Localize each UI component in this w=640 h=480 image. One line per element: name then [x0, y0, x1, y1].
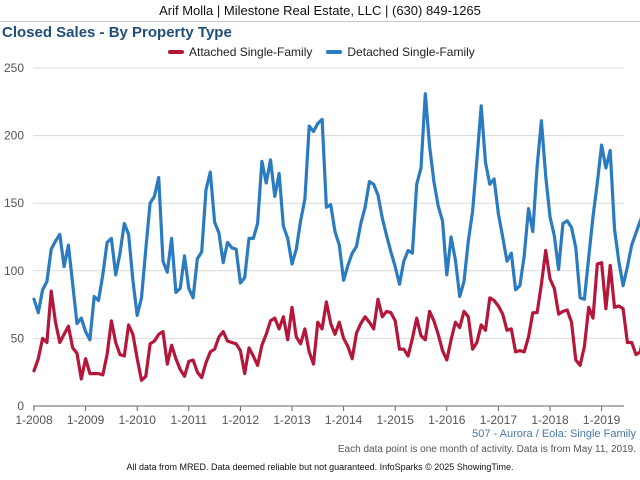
x-tick-label: 1-2014: [325, 413, 363, 427]
y-tick-label: 250: [4, 61, 24, 75]
series-line-attached: [32, 248, 640, 382]
y-tick-label: 0: [17, 399, 24, 413]
x-tick-label: 1-2019: [583, 413, 621, 427]
x-tick-label: 1-2009: [67, 413, 105, 427]
legend-swatch-detached: [326, 50, 343, 54]
x-tick-label: 1-2011: [171, 413, 208, 427]
market-label: 507 - Aurora / Eola: Single Family: [472, 428, 636, 440]
y-tick-label: 200: [4, 129, 24, 143]
x-tick-label: 1-2015: [377, 413, 415, 427]
series-layer: [32, 92, 640, 382]
x-tick-label: 1-2017: [480, 413, 518, 427]
x-tick-label: 1-2012: [222, 413, 260, 427]
x-tick-label: 1-2016: [428, 413, 466, 427]
y-tick-label: 100: [4, 264, 24, 278]
x-tick-label: 1-2013: [273, 413, 311, 427]
legend: Attached Single-Family Detached Single-F…: [168, 45, 475, 59]
legend-item-attached[interactable]: Attached Single-Family: [168, 45, 312, 59]
chart-title: Closed Sales - By Property Type: [2, 24, 232, 41]
x-tick-label: 1-2018: [531, 413, 569, 427]
x-tick-label: 1-2010: [119, 413, 157, 427]
x-tick-label: 1-2008: [15, 413, 53, 427]
legend-label-detached: Detached Single-Family: [347, 45, 475, 59]
legend-swatch-attached: [168, 50, 184, 54]
agent-banner: Arif Molla | Milestone Real Estate, LLC …: [0, 0, 640, 22]
y-tick-label: 50: [11, 331, 25, 345]
series-line-detached: [32, 92, 640, 342]
y-tick-label: 150: [4, 196, 24, 210]
footer-disclaimer: All data from MRED. Data deemed reliable…: [126, 462, 514, 472]
axis-layer: 0 50 100 150 200 250 1-2008 1-2009 1-2010 1-2011 1…: [4, 61, 624, 427]
legend-label-attached: Attached Single-Family: [189, 45, 313, 59]
data-note: Each data point is one month of activity…: [337, 444, 636, 455]
legend-item-detached[interactable]: Detached Single-Family: [326, 45, 475, 59]
